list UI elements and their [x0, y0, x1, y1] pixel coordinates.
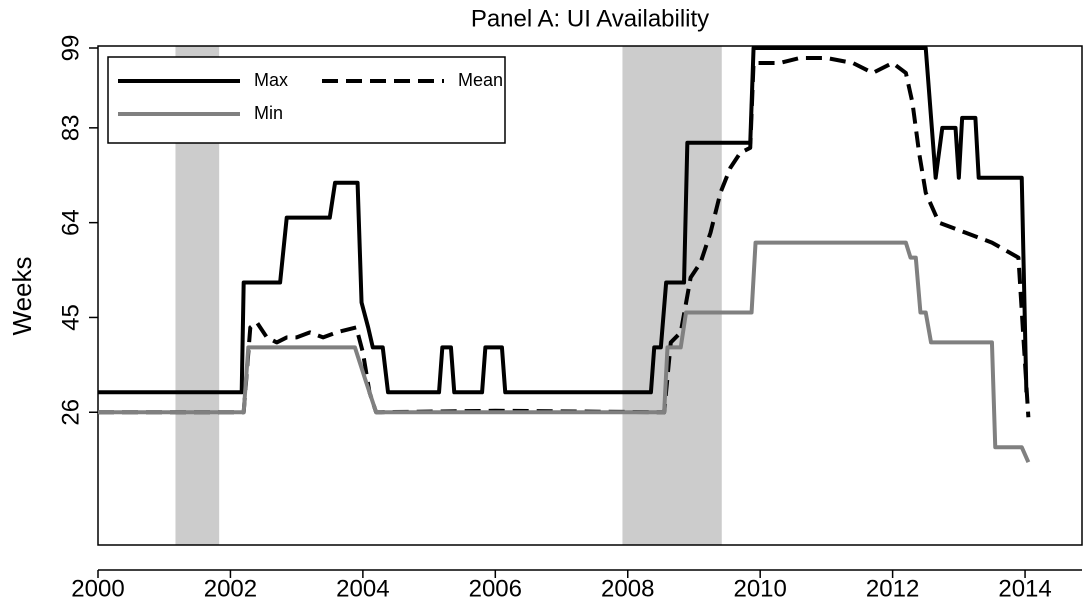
x-tick-label: 2012: [866, 575, 919, 602]
y-tick-label: 26: [57, 399, 84, 426]
y-tick-label: 83: [57, 114, 84, 141]
legend-label: Mean: [458, 70, 503, 90]
legend-box: [107, 56, 506, 144]
x-tick-label: 2014: [998, 575, 1051, 602]
recession-band: [622, 46, 722, 545]
x-tick-label: 2002: [204, 575, 257, 602]
y-axis-label: Weeks: [7, 257, 37, 336]
legend-label: Max: [254, 70, 288, 90]
series-line: [98, 55, 1031, 418]
x-tick-label: 2006: [469, 575, 522, 602]
y-tick-label: 64: [57, 209, 84, 236]
series-line: [98, 240, 1031, 463]
y-tick-label: 99: [57, 35, 84, 62]
legend-label: Min: [254, 103, 283, 123]
chart-title: Panel A: UI Availability: [471, 5, 709, 32]
x-tick-label: 2004: [336, 575, 389, 602]
x-tick-label: 2008: [601, 575, 654, 602]
series-line: [98, 46, 1029, 395]
x-tick-label: 2000: [71, 575, 124, 602]
x-tick-label: 2010: [733, 575, 786, 602]
y-tick-label: 45: [57, 304, 84, 331]
plot-frame: [97, 45, 1083, 546]
